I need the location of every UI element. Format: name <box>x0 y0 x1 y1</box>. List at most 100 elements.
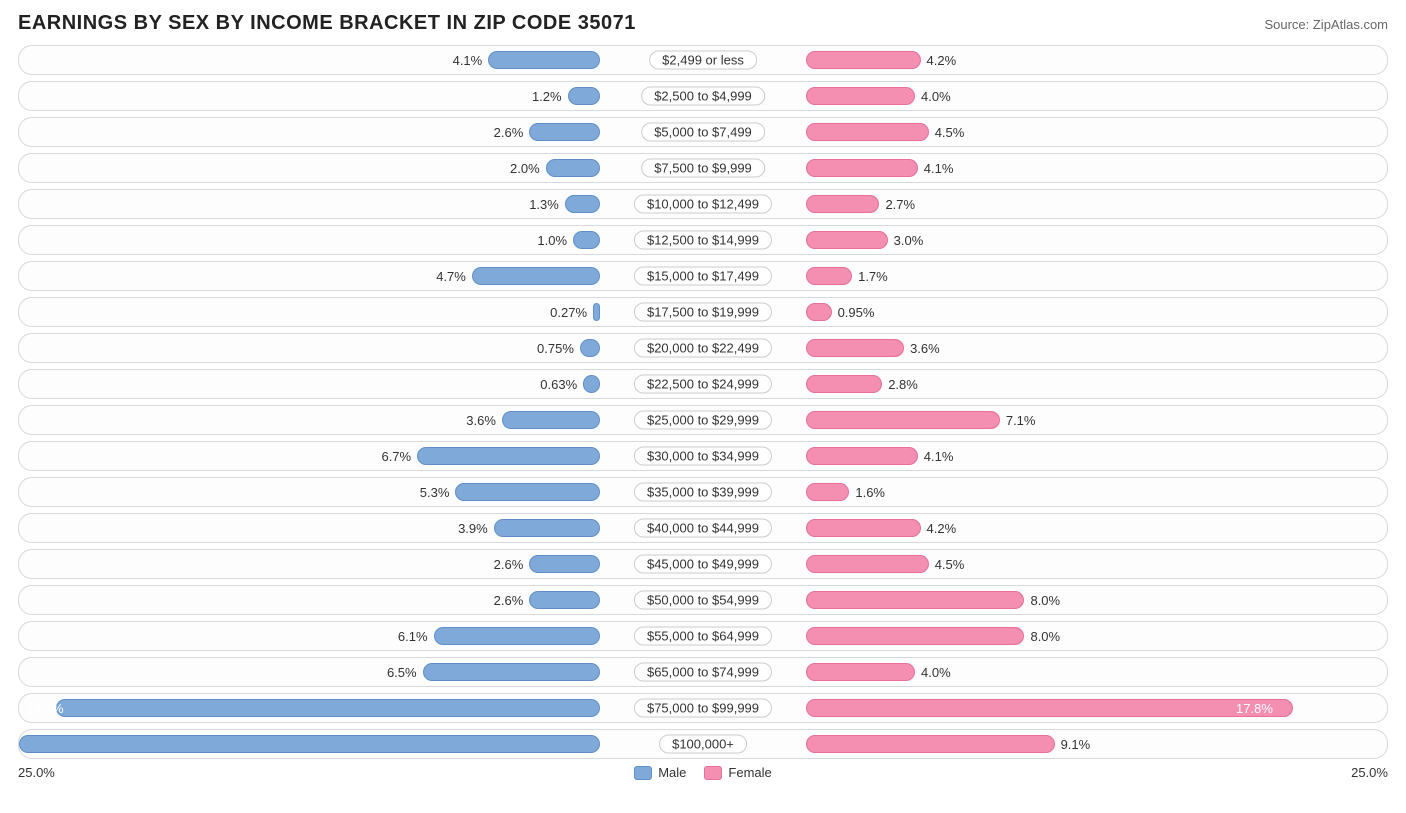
male-value-label: 3.6% <box>460 413 502 428</box>
legend-swatch-female <box>704 766 722 780</box>
male-value-label: 4.7% <box>430 269 472 284</box>
male-half: 2.6% <box>19 118 703 146</box>
male-bar <box>423 663 601 681</box>
female-half: 17.8% <box>703 694 1387 722</box>
bracket-label: $75,000 to $99,999 <box>634 699 772 718</box>
female-bar <box>806 195 880 213</box>
male-value-label: 5.3% <box>414 485 456 500</box>
bracket-label: $12,500 to $14,999 <box>634 231 772 250</box>
chart-row: 6.1%8.0%$55,000 to $64,999 <box>18 621 1388 651</box>
female-value-label: 2.8% <box>882 377 924 392</box>
chart-row: 6.7%4.1%$30,000 to $34,999 <box>18 441 1388 471</box>
female-bar <box>806 87 915 105</box>
female-half: 0.95% <box>703 298 1387 326</box>
male-bar <box>494 519 601 537</box>
female-bar <box>806 447 918 465</box>
diverging-bar-chart: 4.1%4.2%$2,499 or less1.2%4.0%$2,500 to … <box>18 45 1388 759</box>
male-bar <box>580 339 601 357</box>
male-value-label: 1.2% <box>526 89 568 104</box>
male-value-label: 1.3% <box>523 197 565 212</box>
chart-row: 2.6% 4.5% $5,000 to $7,499 <box>18 117 1388 147</box>
female-bar <box>806 339 904 357</box>
female-half: 2.8% <box>703 370 1387 398</box>
male-value-label: 0.75% <box>531 341 580 356</box>
legend-label-female: Female <box>728 765 771 780</box>
bracket-label: $35,000 to $39,999 <box>634 483 772 502</box>
male-value-label: 0.27% <box>544 305 593 320</box>
male-bar <box>565 195 601 213</box>
female-value-label: 4.5% <box>929 125 971 140</box>
bracket-label: $45,000 to $49,999 <box>634 555 772 574</box>
male-bar <box>502 411 600 429</box>
bracket-label: $50,000 to $54,999 <box>634 591 772 610</box>
legend-swatch-male <box>634 766 652 780</box>
bracket-label: $25,000 to $29,999 <box>634 411 772 430</box>
male-half: 24.4% <box>19 730 703 758</box>
axis-right-max: 25.0% <box>1351 765 1388 780</box>
male-value-label: 2.6% <box>488 557 530 572</box>
chart-row: 0.63%2.8%$22,500 to $24,999 <box>18 369 1388 399</box>
male-bar <box>472 267 601 285</box>
male-half: 3.9% <box>19 514 703 542</box>
bracket-label: $55,000 to $64,999 <box>634 627 772 646</box>
female-value-label: 9.1% <box>1055 737 1097 752</box>
male-bar <box>19 735 600 753</box>
female-bar <box>806 663 915 681</box>
female-half: 3.0% <box>703 226 1387 254</box>
bracket-label: $7,500 to $9,999 <box>641 159 765 178</box>
chart-row: 0.27%0.95%$17,500 to $19,999 <box>18 297 1388 327</box>
chart-row: 24.4% 9.1% $100,000+ <box>18 729 1388 759</box>
female-bar <box>806 267 853 285</box>
female-half: 1.7% <box>703 262 1387 290</box>
female-bar <box>806 411 1000 429</box>
chart-row: 6.5%4.0%$65,000 to $74,999 <box>18 657 1388 687</box>
bracket-label: $5,000 to $7,499 <box>641 123 765 142</box>
female-half: 4.2% <box>703 46 1387 74</box>
female-half: 4.1% <box>703 154 1387 182</box>
male-value-label: 4.1% <box>447 53 489 68</box>
female-half: 4.0% <box>703 658 1387 686</box>
female-half: 1.6% <box>703 478 1387 506</box>
female-bar <box>806 699 1293 717</box>
chart-row: 3.9%4.2%$40,000 to $44,999 <box>18 513 1388 543</box>
male-half: 1.2% <box>19 82 703 110</box>
male-half: 6.5% <box>19 658 703 686</box>
chart-row: 5.3% 1.6%$35,000 to $39,999 <box>18 477 1388 507</box>
male-value-label: 1.0% <box>531 233 573 248</box>
bracket-label: $2,499 or less <box>649 51 757 70</box>
male-bar <box>546 159 601 177</box>
female-value-label: 3.6% <box>904 341 946 356</box>
female-value-label: 17.8% <box>1230 701 1279 716</box>
female-half: 3.6% <box>703 334 1387 362</box>
male-value-label: 6.7% <box>375 449 417 464</box>
male-bar <box>417 447 600 465</box>
female-half: 4.5% <box>703 118 1387 146</box>
female-value-label: 4.0% <box>915 89 957 104</box>
female-value-label: 3.0% <box>888 233 930 248</box>
legend-item-male: Male <box>634 765 686 780</box>
male-half: 5.3% <box>19 478 703 506</box>
chart-row: 1.2%4.0%$2,500 to $4,999 <box>18 81 1388 111</box>
male-value-label: 2.6% <box>488 125 530 140</box>
female-bar <box>806 627 1025 645</box>
female-value-label: 4.5% <box>929 557 971 572</box>
male-half: 19.9% <box>19 694 703 722</box>
female-half: 4.0% <box>703 82 1387 110</box>
female-bar <box>806 375 883 393</box>
female-bar <box>806 519 921 537</box>
chart-row: 2.6%8.0%$50,000 to $54,999 <box>18 585 1388 615</box>
bracket-label: $40,000 to $44,999 <box>634 519 772 538</box>
male-half: 0.27% <box>19 298 703 326</box>
bracket-label: $30,000 to $34,999 <box>634 447 772 466</box>
bracket-label: $10,000 to $12,499 <box>634 195 772 214</box>
bracket-label: $100,000+ <box>659 735 747 754</box>
chart-row: 3.6% 7.1% $25,000 to $29,999 <box>18 405 1388 435</box>
male-half: 2.6% <box>19 586 703 614</box>
female-half: 8.0% <box>703 586 1387 614</box>
axis-left-max: 25.0% <box>18 765 55 780</box>
female-bar <box>806 231 888 249</box>
chart-row: 4.7%1.7%$15,000 to $17,499 <box>18 261 1388 291</box>
female-value-label: 8.0% <box>1024 629 1066 644</box>
chart-source: Source: ZipAtlas.com <box>1264 17 1388 32</box>
female-value-label: 7.1% <box>1000 413 1042 428</box>
